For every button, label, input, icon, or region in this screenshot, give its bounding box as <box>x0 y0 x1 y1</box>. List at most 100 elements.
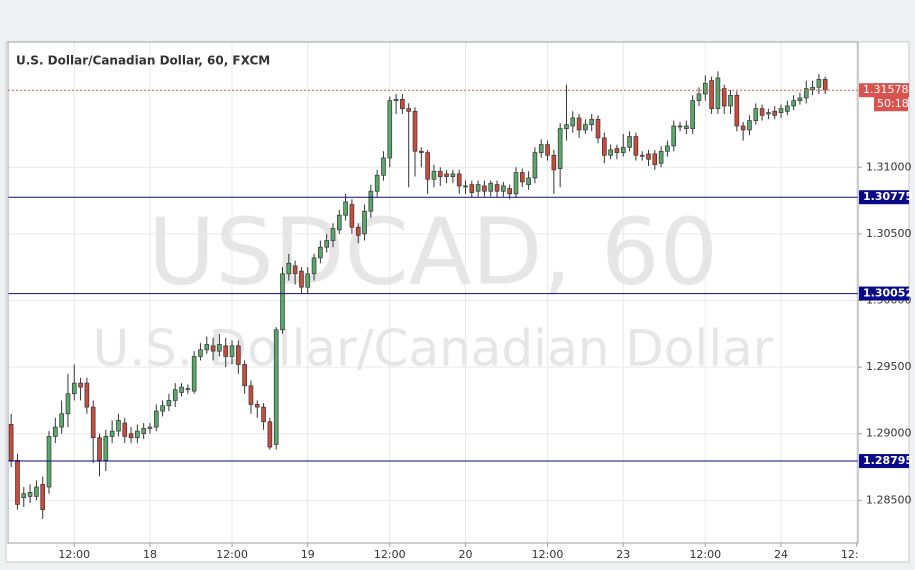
candle-body <box>709 80 714 109</box>
candle-body <box>526 177 531 185</box>
candle-body <box>223 345 229 357</box>
candle-body <box>513 172 519 195</box>
x-axis: 12:00 18 12:00 19 12:00 20 12:00 23 12:00 24 12:00 <box>58 543 873 561</box>
candle-body <box>267 421 273 448</box>
last-price-label: 1.31578 <box>863 83 909 96</box>
candle-body <box>671 125 677 147</box>
candle-body <box>715 77 721 109</box>
level-label: 1.28795 <box>863 454 913 467</box>
candle-body <box>128 433 134 439</box>
candle-body <box>273 329 279 445</box>
candle-body <box>519 172 525 183</box>
x-tick-label: 12:00 <box>689 548 721 561</box>
candle-body <box>778 108 784 113</box>
candle-body <box>198 349 203 357</box>
chart-title: U.S. Dollar/Canadian Dollar, 60, FXCM <box>16 54 270 68</box>
candle-body <box>677 125 683 128</box>
candle-body <box>602 137 607 156</box>
candle-body <box>90 406 96 439</box>
candle-body <box>740 125 746 131</box>
candle-body <box>166 400 172 407</box>
candle-body <box>728 94 733 107</box>
candle-body <box>8 424 14 461</box>
plot-frame <box>7 41 859 544</box>
candle-body <box>286 262 292 275</box>
candle-body <box>122 422 128 437</box>
candle-body <box>355 226 361 236</box>
level-label: 1.30775 <box>863 190 913 203</box>
candle-body <box>210 345 216 352</box>
level-label-box <box>859 190 909 205</box>
candle-body <box>690 100 695 129</box>
candle-body <box>46 436 52 488</box>
candle-body <box>349 204 355 228</box>
countdown: 50:18 <box>877 97 909 110</box>
candle-body <box>450 173 456 177</box>
candle-body <box>160 405 165 412</box>
candle-body <box>65 393 71 415</box>
candle-body <box>684 125 689 129</box>
candle-body <box>406 108 412 112</box>
candle-body <box>797 97 803 101</box>
candle-body <box>330 228 336 241</box>
candle-body <box>172 389 178 401</box>
candle-body <box>97 437 102 461</box>
candle-body <box>419 150 424 153</box>
candle-body <box>494 184 500 192</box>
axes: 1.285001.290001.295001.300001.305001.310… <box>58 83 913 561</box>
candle-body <box>78 382 83 388</box>
candle-body <box>766 112 771 115</box>
candle-body <box>343 201 348 216</box>
candle-body <box>305 273 311 288</box>
watermark: USDCAD, 60 <box>148 198 718 305</box>
candle-body <box>15 460 20 505</box>
candle-body <box>185 388 191 390</box>
candle-body <box>721 88 727 107</box>
candle-body <box>551 154 557 171</box>
candle-body <box>785 105 790 112</box>
candle-body <box>747 120 752 131</box>
x-tick-label: 12:00 <box>841 548 873 561</box>
candle-body <box>583 124 588 131</box>
x-tick-label: 12:00 <box>532 548 564 561</box>
candle-body <box>608 149 613 156</box>
candle-body <box>570 117 576 127</box>
y-tick-label: 1.29500 <box>866 360 912 373</box>
candle-body <box>368 190 374 212</box>
candle-body <box>292 265 298 275</box>
candle-body <box>532 152 538 179</box>
candle-body <box>488 182 494 192</box>
candle-body <box>34 486 39 497</box>
candle-body <box>576 117 582 131</box>
candle-body <box>387 100 393 159</box>
candle-body <box>280 273 285 331</box>
candle-body <box>84 382 90 408</box>
candle-body <box>475 184 481 192</box>
candle-body <box>248 385 254 405</box>
x-tick-label: 19 <box>301 548 315 561</box>
candle-body <box>116 420 121 432</box>
candle-body <box>759 108 765 116</box>
candle-body <box>507 188 512 195</box>
candle-body <box>141 428 146 435</box>
candle-body <box>40 484 46 511</box>
candle-body <box>482 185 487 192</box>
candle-body <box>753 108 759 121</box>
candle-body <box>633 136 639 156</box>
candle-body <box>336 214 342 231</box>
y-tick-label: 1.29000 <box>866 427 912 440</box>
candle-body <box>803 88 809 99</box>
level-label: 1.30052 <box>863 287 913 300</box>
candle-body <box>229 345 235 357</box>
level-label-box <box>859 286 909 301</box>
candle-body <box>362 210 367 235</box>
candle-body <box>665 145 670 152</box>
candle-body <box>627 136 632 148</box>
x-tick-label: 18 <box>143 548 157 561</box>
candle-body <box>299 270 304 288</box>
candle-body <box>437 170 443 177</box>
last-price-box-left <box>859 83 909 98</box>
candle-body <box>311 257 317 275</box>
candle-body <box>816 78 822 88</box>
